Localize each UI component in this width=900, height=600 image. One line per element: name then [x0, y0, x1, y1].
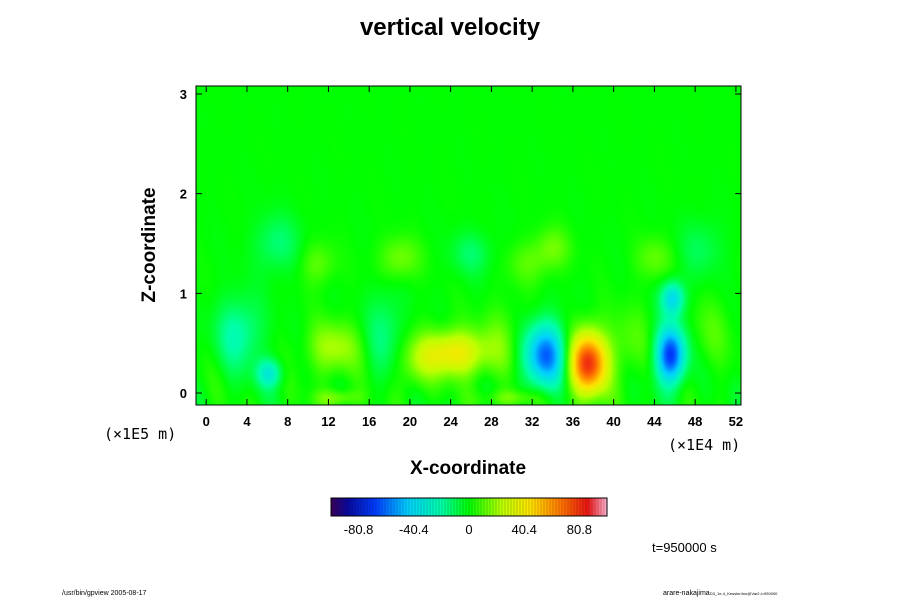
x-axis-label: X-coordinate	[409, 458, 527, 479]
x-tick-label: 20	[403, 414, 417, 429]
colorbar-tick-label: 80.8	[567, 522, 592, 537]
x-tick-label: 16	[362, 414, 376, 429]
x-tick-label: 4	[243, 414, 251, 429]
colorbar-ticks: -80.8 -40.4 0 40.4 80.8	[333, 498, 605, 537]
footer-right-main: arare-nakajima	[663, 590, 710, 597]
colorbar-tick-label: 40.4	[512, 522, 537, 537]
x-tick-label: 48	[688, 414, 702, 429]
colorbar-gradient	[331, 498, 607, 516]
heatmap-field	[196, 86, 741, 405]
y-scale-note: (×1E5 m)	[104, 425, 177, 443]
x-tick-label: 0	[203, 414, 210, 429]
x-tick-label: 44	[647, 414, 662, 429]
y-tick-label: 0	[180, 386, 187, 401]
y-axis-ticks: 0 1 2 3	[180, 87, 741, 401]
colorbar-frame	[330, 497, 608, 517]
footer-right: arare-nakajimaD3_1e-4_Kessler4no@Var2,t=…	[663, 590, 777, 597]
colorbar-tick-label: -80.8	[344, 522, 374, 537]
x-tick-label: 32	[525, 414, 539, 429]
plot-frame	[195, 85, 742, 406]
x-scale-note: (×1E4 m)	[668, 436, 741, 454]
x-tick-label: 12	[321, 414, 335, 429]
x-tick-label: 8	[284, 414, 291, 429]
y-tick-label: 3	[180, 87, 187, 102]
colorbar-tick-label: -40.4	[399, 522, 429, 537]
x-tick-label: 28	[484, 414, 498, 429]
time-label: t=950000 s	[652, 540, 717, 555]
x-tick-label: 40	[606, 414, 620, 429]
colorbar-tick-label: 0	[465, 522, 472, 537]
chart-title: vertical velocity	[359, 14, 541, 41]
x-tick-label: 52	[729, 414, 743, 429]
footer-left: /usr/bin/gpview 2005-08-17	[62, 590, 147, 597]
footer-right-small: D3_1e-4_Kessler4no@Var2,t=950000	[709, 591, 778, 596]
x-axis-ticks: 0 4 8 12 16 20 24 28 32 36 40 44 48 52	[203, 86, 743, 429]
x-tick-label: 36	[566, 414, 580, 429]
x-tick-label: 24	[443, 414, 458, 429]
y-tick-label: 2	[180, 187, 187, 202]
y-tick-label: 1	[180, 286, 187, 301]
